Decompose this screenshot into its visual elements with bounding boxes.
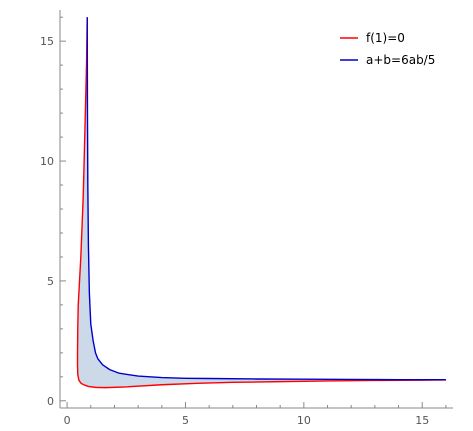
x-tick-label: 15 bbox=[415, 414, 429, 427]
legend: f(1)=0 a+b=6ab/5 bbox=[340, 31, 435, 67]
legend-label: f(1)=0 bbox=[366, 31, 405, 45]
series-line-f1-zero bbox=[76, 17, 446, 389]
x-tick-label: 0 bbox=[64, 414, 71, 427]
y-tick-label: 15 bbox=[40, 35, 54, 48]
x-tick-label: 5 bbox=[182, 414, 189, 427]
axes-layer: 0 5 10 15 0 5 10 15 bbox=[40, 10, 453, 427]
series-line-a-plus-b bbox=[86, 17, 446, 381]
x-tick-label: 10 bbox=[297, 414, 311, 427]
y-tick-label: 10 bbox=[40, 155, 54, 168]
y-tick-label: 5 bbox=[47, 275, 54, 288]
series-layer bbox=[76, 17, 446, 389]
y-tick-label: 0 bbox=[47, 395, 54, 408]
legend-label: a+b=6ab/5 bbox=[366, 53, 435, 67]
